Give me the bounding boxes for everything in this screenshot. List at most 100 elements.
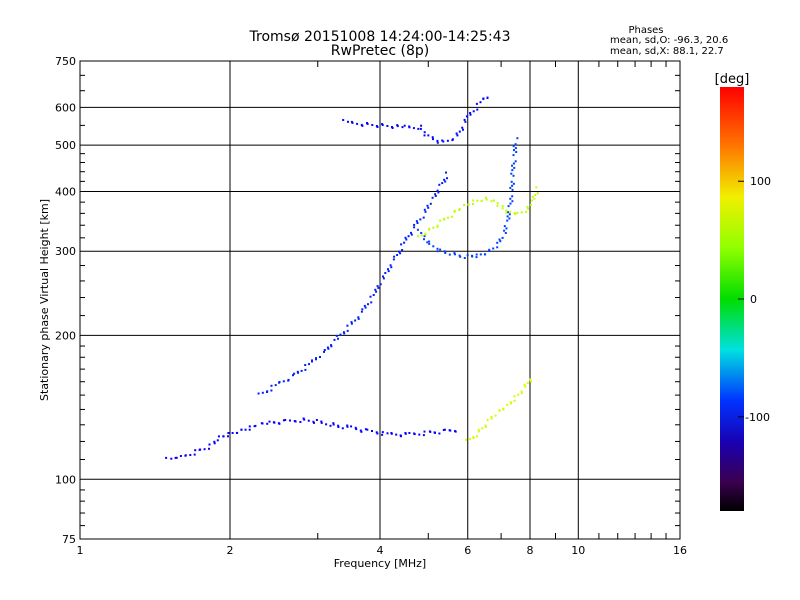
scatter-point	[335, 334, 338, 337]
scatter-point	[420, 232, 423, 234]
scatter-point	[179, 455, 182, 457]
scatter-point	[479, 101, 482, 104]
scatter-point	[462, 128, 464, 131]
scatter-point	[493, 199, 495, 202]
scatter-point	[520, 211, 523, 214]
scatter-point	[484, 424, 487, 427]
scatter-point	[387, 270, 390, 273]
scatter-point	[520, 392, 523, 395]
scatter-point	[227, 435, 229, 438]
scatter-point	[429, 430, 432, 433]
scatter-point	[436, 189, 439, 192]
scatter-point	[293, 372, 296, 375]
scatter-point	[469, 113, 472, 116]
scatter-point	[359, 429, 362, 432]
scatter-point	[369, 295, 372, 298]
scatter-point	[342, 119, 345, 121]
scatter-point	[282, 419, 285, 422]
scatter-point	[289, 419, 291, 422]
scatter-point	[312, 420, 315, 423]
phases-mean-o: mean, sd,O: -96.3, 20.6	[610, 35, 728, 46]
scatter-point	[529, 203, 532, 206]
scatter-point	[398, 250, 401, 253]
scatter-point	[443, 428, 446, 431]
scatter-point	[325, 423, 328, 426]
scatter-point	[509, 202, 512, 205]
scatter-point	[496, 202, 499, 205]
scatter-point	[506, 215, 509, 218]
scatter-point	[432, 245, 435, 248]
colorbar-tick-label: -100	[745, 411, 770, 424]
scatter-point	[501, 236, 504, 239]
scatter-point	[216, 439, 219, 442]
scatter-point	[439, 248, 442, 251]
scatter-point	[403, 241, 406, 244]
scatter-point	[428, 227, 431, 230]
scatter-point	[413, 433, 416, 436]
scatter-point	[437, 191, 440, 194]
scatter-point	[313, 421, 315, 424]
scatter-point	[441, 182, 444, 185]
scatter-point	[428, 240, 431, 243]
scatter-point	[438, 183, 441, 186]
scatter-point	[508, 217, 511, 220]
scatter-point	[442, 140, 445, 143]
scatter-point	[404, 432, 407, 435]
scatter-point	[389, 264, 392, 267]
scatter-point	[530, 380, 532, 383]
scatter-point	[431, 136, 434, 139]
scatter-point	[423, 235, 426, 238]
scatter-point	[357, 316, 360, 319]
scatter-point	[416, 222, 419, 224]
y-tick-label: 100	[55, 473, 76, 486]
y-tick-label: 750	[55, 55, 76, 68]
scatter-point	[379, 283, 382, 286]
scatter-point	[514, 147, 517, 150]
y-axis-label: Stationary phase Virtual Height [km]	[38, 199, 51, 401]
scatter-point	[472, 436, 475, 439]
scatter-point	[512, 182, 515, 185]
scatter-point	[512, 162, 515, 165]
scatter-point	[407, 235, 410, 238]
scatter-point	[465, 438, 468, 441]
scatter-point	[315, 419, 318, 421]
scatter-point	[351, 121, 354, 124]
scatter-point	[410, 231, 412, 234]
scatter-point	[361, 124, 364, 127]
scatter-point	[449, 429, 452, 432]
scatter-point	[412, 127, 415, 130]
scatter-point	[527, 207, 530, 210]
scatter-point	[476, 435, 478, 438]
scatter-point	[427, 134, 430, 137]
scatter-point	[346, 329, 349, 332]
scatter-point	[501, 205, 504, 208]
scatter-point	[511, 188, 514, 191]
scatter-point	[459, 255, 462, 258]
scatter-point	[445, 171, 447, 174]
scatter-point	[213, 440, 216, 443]
scatter-point	[512, 145, 515, 148]
scatter-point	[492, 247, 495, 250]
scatter-point	[208, 447, 210, 450]
scatter-point	[506, 219, 509, 222]
x-tick-label: 8	[527, 544, 534, 557]
scatter-point	[343, 332, 346, 335]
scatter-point	[320, 421, 323, 424]
scatter-point	[364, 306, 367, 309]
scatter-point	[413, 223, 416, 226]
scatter-point	[408, 432, 411, 434]
scatter-point	[496, 204, 499, 207]
scatter-point	[415, 220, 418, 223]
scatter-point	[399, 252, 402, 255]
phases-mean-x: mean, sd,X: 88.1, 22.7	[610, 46, 724, 57]
scatter-point	[361, 308, 364, 311]
scatter-point	[401, 249, 404, 251]
scatter-point	[458, 130, 461, 133]
scatter-point	[455, 132, 458, 135]
scatter-point	[339, 333, 342, 336]
chart-subtitle: RwPretec (8p)	[331, 43, 429, 59]
scatter-point	[436, 225, 439, 228]
scatter-point	[304, 364, 307, 366]
scatter-point	[217, 435, 220, 438]
scatter-point	[431, 196, 434, 199]
